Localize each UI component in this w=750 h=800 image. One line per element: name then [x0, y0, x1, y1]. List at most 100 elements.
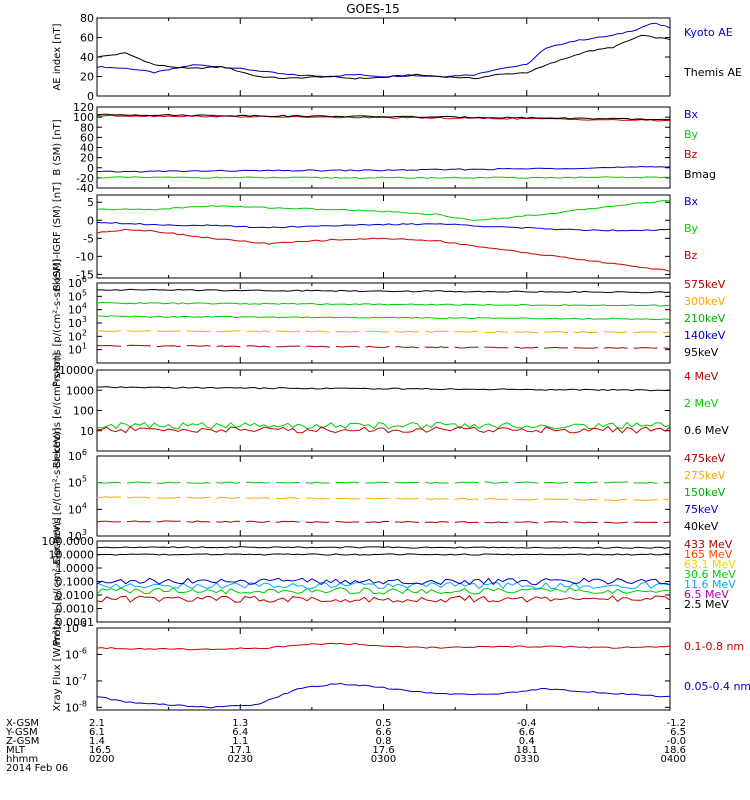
series-line [97, 421, 671, 430]
y-tick-label: 0.0001 [56, 616, 95, 629]
panel-3: -15 -10 -5 0 5 B (SM)-IGRF (SM) [nT] Bx By Bz [52, 182, 699, 291]
footer-value: 0.4 [519, 736, 535, 747]
legend-label: Bx [684, 108, 699, 121]
legend-label: 300keV [684, 295, 726, 308]
series-line [96, 34, 671, 80]
footer-value: 18.6 [664, 745, 686, 756]
y-tick-label: 60 [80, 32, 94, 45]
legend-label: 210keV [684, 312, 726, 325]
legend-label: 30.6 MeV [684, 568, 736, 581]
y-tick-label: 100.0000 [42, 535, 95, 548]
series-line [97, 329, 671, 334]
panel-frame [96, 106, 671, 189]
y-tick-label: 20 [80, 152, 94, 165]
legend-label: 2 MeV [684, 397, 719, 410]
series-line [96, 642, 671, 651]
y-tick-label: 20 [80, 71, 94, 84]
footer-row-label: Y-GSM [5, 727, 38, 738]
y-tick-label: 40 [80, 51, 94, 64]
footer-value: -0.4 [517, 718, 537, 729]
y-tick-label: 0.0010 [56, 603, 95, 616]
footer-value: -1.2 [666, 718, 686, 729]
y-axis-label: Electrons [e/(cm²-s-sr)] [52, 353, 63, 469]
footer-value: 17.6 [372, 745, 394, 756]
y-tick-label: -10 [76, 250, 94, 263]
footer-value: -0.0 [666, 736, 686, 747]
legend-label: 475keV [684, 452, 726, 465]
series-line [97, 386, 671, 392]
y-tick-label: 60 [80, 131, 94, 144]
y-tick-label: -5 [83, 232, 94, 245]
y-tick-label: 10-8 [65, 699, 87, 714]
legend-label: 2.5 MeV [684, 598, 729, 611]
legend-label: 6.5 MeV [684, 588, 729, 601]
legend-label: Kyoto AE [684, 26, 733, 39]
series-line [96, 165, 671, 173]
y-tick-label: -20 [76, 172, 94, 185]
y-tick-label: 1000 [66, 384, 94, 397]
legend-label: 63.1 MeV [684, 558, 736, 571]
footer-value: 1.3 [232, 718, 248, 729]
plot-title: GOES-15 [346, 2, 400, 16]
y-tick-label: 10-7 [65, 673, 87, 688]
legend-label: Bmag [684, 168, 716, 181]
y-tick-label: -15 [76, 268, 94, 281]
footer-value: 16.5 [89, 745, 111, 756]
legend-label: 140keV [684, 329, 726, 342]
series-line [96, 113, 670, 121]
legend-label: Bz [684, 148, 698, 161]
legend-label: 575keV [684, 278, 726, 291]
y-axis-label: B (SM) [nT] [52, 119, 63, 175]
y-tick-label: 120 [73, 101, 94, 114]
footer-value: 0.8 [376, 736, 392, 747]
footer-value: 6.6 [519, 727, 535, 738]
panel-frame [96, 455, 671, 537]
y-axis-label: Protons [p/(cm²-s-sr-keV)] [52, 259, 63, 387]
series-line [97, 288, 671, 294]
y-axis-label: AE index [nT] [52, 23, 63, 90]
y-tick-label: 104 [68, 501, 87, 516]
series-line [96, 496, 671, 501]
footer-value: 6.6 [376, 727, 392, 738]
legend-label: 40keV [684, 520, 719, 533]
series-line [96, 587, 671, 595]
legend-label: 275keV [684, 469, 726, 482]
panel-frame [96, 17, 671, 97]
series-line [97, 425, 671, 434]
legend-label: 0.05-0.4 nm [684, 680, 750, 693]
panel-frame [96, 627, 671, 711]
footer-value: 0330 [514, 754, 539, 765]
footer-row-label: MLT [6, 745, 26, 756]
y-tick-label: 0 [87, 162, 94, 175]
legend-label: 165 MeV [684, 548, 733, 561]
series-line [96, 581, 671, 590]
series-line [96, 228, 671, 272]
y-tick-label: 10 [80, 425, 94, 438]
footer-value: 18.1 [516, 745, 538, 756]
footer-value: 6.4 [232, 727, 248, 738]
legend-label: Themis AE [683, 66, 742, 79]
footer-value: 1.4 [89, 736, 105, 747]
footer-row-label: hhmm [6, 754, 38, 765]
y-tick-label: 10.0000 [49, 549, 95, 562]
footer-value: 6.1 [89, 727, 105, 738]
footer-value: 0400 [661, 754, 686, 765]
y-tick-label: 101 [68, 342, 87, 357]
y-tick-label: 10-6 [65, 646, 87, 661]
y-tick-label: 105 [68, 475, 87, 490]
panel-1: 0 20 40 60 80 AE index [nT] Kyoto AE Themis AE [52, 12, 742, 103]
y-tick-label: 100 [73, 111, 94, 124]
legend-label: 433 MeV [684, 538, 733, 551]
y-tick-label: 1.0000 [56, 562, 95, 575]
y-tick-label: 10000 [59, 364, 94, 377]
y-tick-label: 0 [87, 90, 94, 103]
series-line [96, 546, 671, 549]
y-tick-label: 80 [80, 12, 94, 25]
y-tick-label: 0.0100 [56, 589, 95, 602]
y-tick-label: 106 [68, 448, 87, 463]
